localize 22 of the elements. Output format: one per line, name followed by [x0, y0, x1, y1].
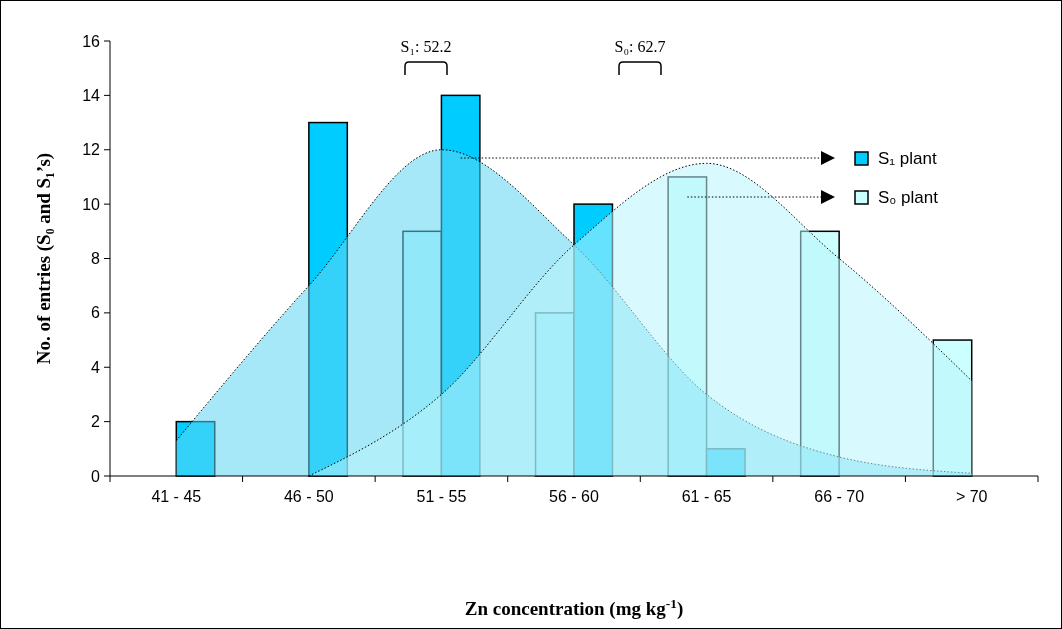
y-axis-title: No. of entries (S₀ and S₁’s): [33, 152, 55, 365]
y-tick-label: 4: [91, 358, 101, 376]
x-tick-label: 41 - 45: [151, 488, 202, 505]
y-tick-label: 14: [82, 86, 101, 104]
y-tick-label: 2: [91, 413, 101, 431]
y-tick-label: 8: [91, 250, 101, 268]
y-tick-label: 12: [82, 141, 101, 159]
legend-label: S₁ plant: [878, 148, 937, 168]
x-tick-label: 51 - 55: [416, 488, 467, 505]
y-tick-label: 0: [91, 467, 101, 485]
x-tick-label: 66 - 70: [814, 488, 865, 505]
y-tick-label: 10: [82, 195, 101, 213]
annotation: S₀: 62.7: [614, 38, 666, 55]
x-tick-label: > 70: [955, 488, 988, 505]
x-tick-label: 61 - 65: [681, 488, 732, 505]
x-tick-label: 56 - 60: [549, 488, 600, 505]
y-tick-label: 16: [82, 32, 101, 50]
x-tick-label: 46 - 50: [283, 488, 334, 505]
x-axis-title: Zn concentration (mg kg$^{-1}$): [464, 595, 684, 620]
y-tick-label: 6: [91, 304, 101, 322]
annotation: S₁: 52.2: [400, 38, 452, 55]
legend-label: S₀ plant: [878, 187, 939, 207]
